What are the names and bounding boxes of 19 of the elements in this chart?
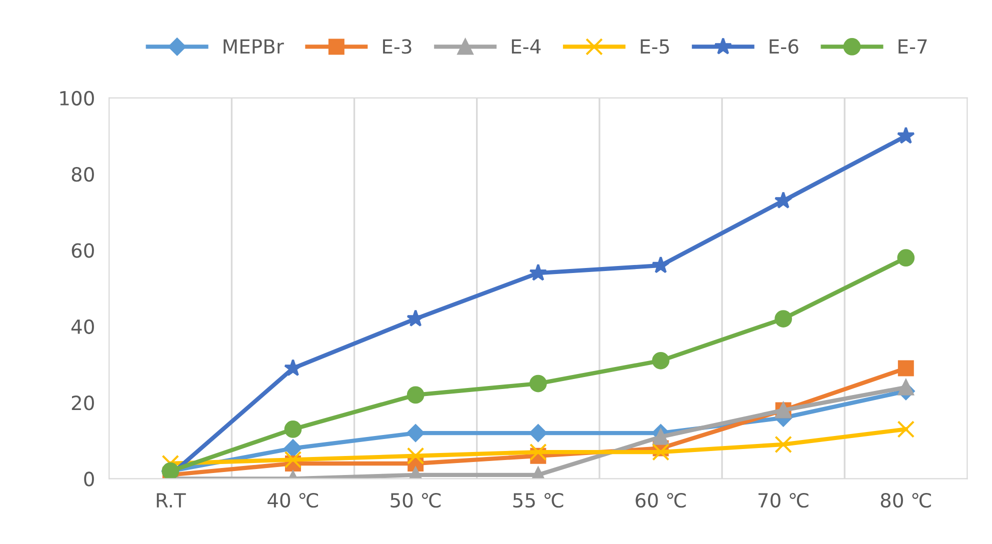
legend-label: MEPBr (224, 39, 284, 54)
x-tick-label: 60 ℃ (636, 492, 686, 508)
y-tick-label: 60 (72, 243, 94, 258)
x-tick-label: R.T (156, 493, 186, 508)
y-tick-label: 40 (71, 319, 94, 334)
y-tick-label: 0 (84, 472, 94, 486)
x-tick-label: 50 ℃ (390, 492, 441, 508)
y-tick-label: 80 (72, 167, 94, 182)
legend-label: E-4 (512, 39, 541, 54)
legend-label: E-6 (770, 39, 798, 54)
y-tick-label: 100 (60, 90, 94, 106)
x-tick-label: 70 ℃ (758, 492, 808, 508)
legend-label: E-5 (640, 39, 669, 54)
x-tick-label: 80 ℃ (880, 492, 931, 508)
legend-label: E-7 (898, 39, 927, 54)
x-tick-label: 40 ℃ (268, 492, 318, 508)
x-tick-label: 55 ℃ (513, 492, 564, 508)
y-tick-label: 20 (72, 396, 94, 410)
legend-label: E-3 (383, 39, 412, 54)
